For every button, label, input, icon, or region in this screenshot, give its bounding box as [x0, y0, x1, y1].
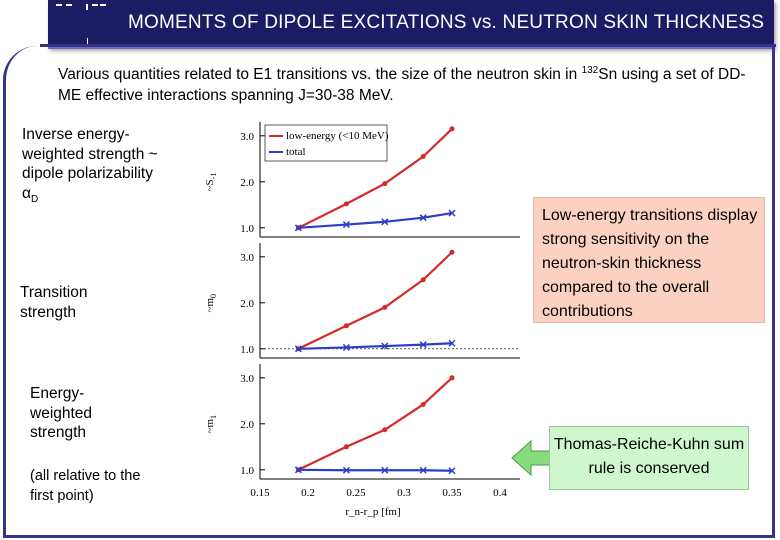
slide-frame-top: [40, 44, 776, 47]
y-tick-label: 2.0: [240, 419, 254, 431]
data-point-total: [448, 467, 456, 475]
label-inverse-text: Inverse energy-weighted strength ~ dipol…: [22, 126, 158, 202]
y-tick-label: 1.0: [240, 223, 254, 235]
data-point-low-energy: [420, 277, 426, 283]
title-decoration: [56, 4, 62, 6]
y-tick-label: 2.0: [240, 298, 254, 310]
slide-subtitle: Various quantities related to E1 transit…: [58, 60, 758, 106]
data-point-low-energy: [382, 427, 388, 433]
data-point-low-energy: [382, 181, 388, 187]
y-axis-label: ~m0: [204, 294, 218, 313]
title-decoration: [87, 38, 88, 46]
title-decoration: [100, 4, 106, 6]
series-line-total: [298, 342, 453, 350]
x-tick-label: 0.35: [442, 487, 462, 499]
data-point-total: [381, 218, 389, 226]
y-axis-label: ~m1: [204, 415, 218, 434]
low-energy-note: Low-energy transitions display strong se…: [533, 197, 765, 323]
trk-sum-rule-note: Thomas-Reiche-Kuhn sum rule is conserved: [549, 426, 749, 490]
y-axis-label-subscript: 1: [209, 415, 218, 419]
data-point-total: [381, 342, 389, 350]
data-point-low-energy: [449, 375, 455, 381]
y-tick-label: 1.0: [240, 465, 254, 477]
data-point-total: [448, 209, 456, 217]
data-point-low-energy: [449, 126, 455, 132]
label-inverse-subscript: D: [30, 193, 39, 205]
slide-title: MOMENTS OF DIPOLE EXCITATIONS vs. NEUTRO…: [128, 12, 765, 33]
data-point-low-energy: [343, 323, 349, 329]
slide-frame: [3, 46, 775, 538]
data-point-total: [381, 466, 389, 474]
y-tick-label: 2.0: [240, 177, 254, 189]
legend-box: [264, 124, 388, 162]
series-line-low-energy: [297, 251, 453, 350]
x-tick-label: 0.2: [301, 487, 315, 499]
series-line-low-energy: [297, 376, 453, 471]
x-tick-label: 0.15: [250, 487, 270, 499]
title-decoration: [86, 4, 88, 10]
data-point-total: [342, 343, 350, 351]
mass-number: 132: [581, 65, 599, 76]
arrow-shape: [511, 439, 552, 477]
data-point-low-energy: [343, 201, 349, 207]
label-transition-strength: Transition strength: [20, 284, 88, 321]
data-point-total: [294, 466, 302, 474]
x-axis-label: r_n-r_p [fm]: [345, 506, 400, 518]
data-point-low-energy: [382, 304, 388, 310]
x-tick-label: 0.4: [493, 487, 507, 499]
title-decoration: [66, 4, 72, 6]
label-inverse-energy-weighted: Inverse energy-weighted strength ~ dipol…: [22, 125, 172, 209]
subtitle-text-end: Sn using a set of DD-ME effective intera…: [58, 66, 746, 105]
series-line-total: [298, 468, 453, 472]
y-axis-label-subscript: -1: [209, 173, 218, 180]
legend-entry: total: [286, 146, 306, 158]
title-bar: MOMENTS OF DIPOLE EXCITATIONS vs. NEUTRO…: [48, 0, 774, 49]
y-tick-label: 3.0: [240, 373, 254, 385]
data-point-total: [294, 345, 302, 353]
data-point-low-energy: [449, 249, 455, 255]
subtitle-text: Various quantities related to E1 transit…: [58, 66, 582, 84]
data-point-total: [419, 214, 427, 222]
x-tick-label: 0.3: [397, 487, 411, 499]
y-tick-label: 3.0: [240, 131, 254, 143]
data-point-low-energy: [420, 401, 426, 407]
title-decoration: [92, 4, 98, 6]
y-axis-label: ~S-1: [204, 173, 218, 192]
y-tick-label: 3.0: [240, 252, 254, 264]
data-point-total: [342, 221, 350, 229]
legend-entry: low-energy (<10 MeV): [286, 130, 389, 142]
data-point-low-energy: [420, 154, 426, 159]
data-point-low-energy: [343, 444, 349, 450]
label-energy-weighted: Energy-weighted strength: [30, 385, 93, 441]
data-point-total: [419, 466, 427, 474]
data-point-total: [448, 339, 456, 347]
label-relative-note: (all relative to the first point): [30, 468, 141, 504]
y-tick-label: 1.0: [240, 344, 254, 356]
x-tick-label: 0.25: [346, 487, 366, 499]
data-point-total: [294, 224, 302, 232]
y-axis-label-subscript: 0: [209, 294, 218, 298]
data-point-total: [342, 466, 350, 474]
data-point-total: [419, 341, 427, 349]
